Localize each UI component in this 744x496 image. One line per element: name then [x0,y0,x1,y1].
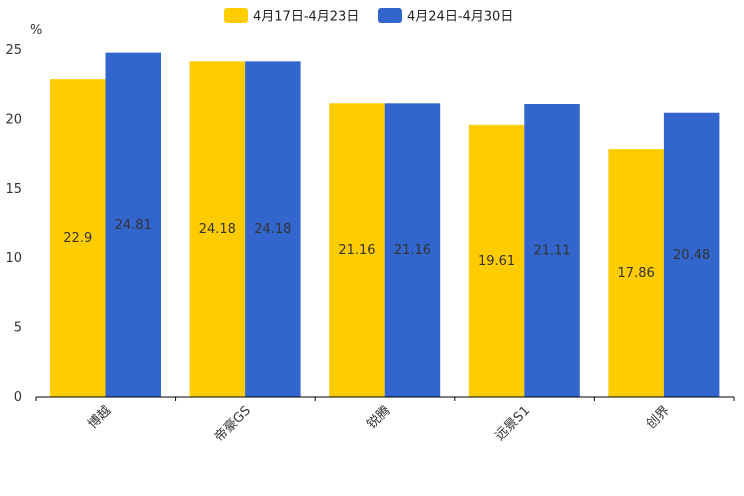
data-label-series1-远景S1: 19.61 [478,254,515,269]
legend-swatch-series1 [224,8,248,23]
legend-swatch-series2 [378,8,402,23]
bar-series2-远景S1 [524,103,580,398]
data-label-series2-博越: 24.81 [115,218,152,233]
y-tick-label-5: 5 [14,321,22,336]
bars [50,52,720,398]
data-label-series2-远景S1: 21.11 [533,243,570,258]
x-tick-label-创界: 创界 [644,403,673,432]
legend-label-series1: 4月17日-4月23日 [253,10,359,25]
bar-series2-博越 [105,52,161,397]
y-axis: 0 5 10 15 20 25 [5,43,22,405]
data-label-series2-锐腾: 21.16 [394,243,431,258]
bar-series1-锐腾 [329,103,385,398]
x-tick-label-锐腾: 锐腾 [364,403,394,433]
x-tick-label-博越: 博越 [85,403,114,432]
y-tick-label-10: 10 [5,251,22,266]
data-labels: 22.9 24.18 21.16 19.61 17.86 24.81 24.18 21.16 2… [63,218,710,281]
legend-label-series2: 4月24日-4月30日 [407,10,513,25]
data-label-series2-创界: 20.48 [673,248,710,263]
data-label-series1-锐腾: 21.16 [338,243,375,258]
data-label-series1-创界: 17.86 [618,266,655,281]
y-tick-label-15: 15 [5,182,22,197]
y-tick-label-0: 0 [14,390,22,405]
data-label-series1-博越: 22.9 [63,231,92,246]
bar-series1-远景S1 [468,124,525,397]
data-label-series2-帝豪GS: 24.18 [254,222,291,237]
x-tick-label-帝豪GS: 帝豪GS [211,403,254,446]
x-tick-label-远景S1: 远景S1 [492,403,533,444]
y-tick-label-25: 25 [5,43,22,58]
legend: 4月17日-4月23日 4月24日-4月30日 [224,8,513,25]
data-label-series1-帝豪GS: 24.18 [199,222,236,237]
y-axis-unit-label: % [30,23,42,38]
bar-series2-锐腾 [384,103,441,398]
bar-series1-帝豪GS [189,61,246,398]
y-tick-label-20: 20 [5,112,22,127]
bar-series2-帝豪GS [245,61,301,398]
bar-series1-创界 [608,149,664,397]
x-axis: 博越 帝豪GS 锐腾 远景S1 创界 [35,396,735,446]
bar-series1-博越 [50,79,106,397]
bar-series2-创界 [663,112,720,397]
